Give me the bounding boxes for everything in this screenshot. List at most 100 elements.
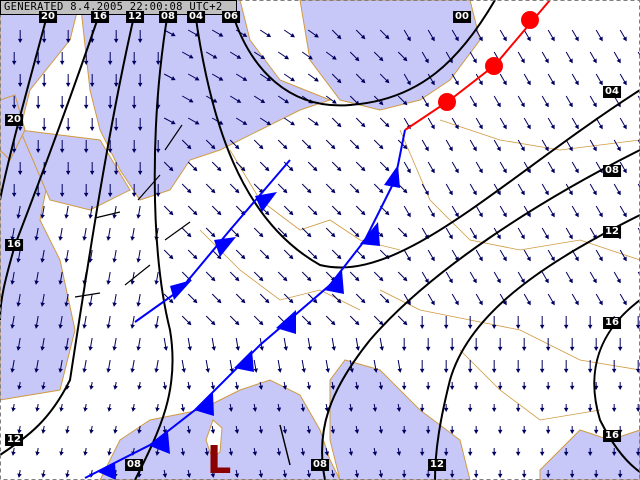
wind-arrow-head (210, 144, 216, 150)
wind-arrow-head (155, 60, 161, 66)
wind-arrow-head (336, 166, 342, 172)
isobar (321, 149, 640, 480)
wind-arrows (10, 29, 640, 479)
wind-arrow-head (82, 236, 87, 241)
wind-arrow-head (89, 170, 95, 176)
wind-arrow-head (82, 368, 87, 373)
wind-arrow-head (242, 76, 248, 81)
wind-arrow-head (10, 368, 15, 373)
wind-arrow-head (234, 320, 240, 326)
baltic-sea (299, 0, 481, 111)
wind-arrow-head (130, 324, 135, 329)
isobar-label: 08 (125, 459, 143, 471)
wind-arrow-head (449, 473, 455, 479)
wind-arrow-head (526, 212, 531, 218)
wind-arrow-head (497, 346, 503, 352)
wind-arrow-head (520, 102, 525, 108)
wind-arrow-head (131, 148, 137, 154)
wind-arrow-head (331, 346, 336, 351)
wind-arrow-head (264, 210, 270, 216)
wind-arrow-head (526, 124, 531, 130)
wind-arrow-head (136, 214, 141, 219)
wind-arrow-head (288, 210, 294, 216)
wind-arrow-head (163, 346, 168, 351)
wind-arrow-head (550, 256, 555, 262)
wind-arrow-head (258, 385, 264, 390)
wind-arrow-head (300, 407, 306, 412)
isobar-label: 16 (91, 11, 109, 23)
wind-arrow-head (234, 276, 240, 282)
wind-arrow-head (40, 258, 45, 263)
wind-arrow-head (443, 324, 449, 330)
wind-arrow-head (473, 346, 479, 352)
wind-arrow-head (41, 429, 46, 434)
wind-arrow-head (136, 302, 141, 307)
wind-arrow-head (354, 56, 360, 62)
wind-arrow-head (106, 236, 111, 241)
low-pressure-label: L (207, 438, 232, 480)
wind-arrow-head (478, 256, 483, 262)
wind-arrow-head (360, 78, 366, 84)
wind-arrow-head (282, 429, 288, 434)
wind-arrow-head (406, 168, 411, 174)
wind-arrow-head (242, 32, 248, 37)
wind-arrow-head (260, 98, 266, 104)
wind-arrow-head (544, 102, 549, 108)
wind-arrow-head (478, 212, 483, 218)
isobar (0, 11, 101, 321)
wind-arrow-head (16, 214, 21, 219)
wind-arrow-head (449, 346, 455, 352)
wind-arrow-head (107, 192, 113, 198)
wind-arrow-head (424, 190, 429, 196)
wind-arrow-head (378, 385, 384, 390)
wind-arrow-head (83, 104, 89, 110)
wind-arrow-head (88, 214, 93, 219)
wind-arrow-head (472, 146, 477, 152)
wind-arrow-head (107, 451, 112, 456)
wind-arrow-head (307, 346, 312, 351)
wind-arrow-head (502, 124, 507, 130)
wind-arrow-head (378, 232, 384, 238)
isobar-label: 00 (453, 11, 471, 23)
wind-arrow-head (192, 254, 198, 260)
wind-arrow-head (229, 368, 234, 373)
wind-arrow-head (113, 38, 119, 44)
wind-arrow-head (228, 407, 234, 412)
wind-arrow-head (306, 429, 312, 434)
wind-arrow-head (402, 232, 408, 238)
wind-arrow-head (336, 122, 342, 128)
wind-arrow-head (282, 385, 288, 390)
wind-arrow-head (384, 210, 390, 216)
wind-arrow-head (65, 429, 70, 434)
wind-arrow-head (58, 368, 63, 373)
wind-arrow-head (35, 407, 40, 412)
wind-arrow-head (17, 473, 22, 478)
wind-arrow-head (154, 324, 159, 329)
wind-arrow-head (16, 258, 21, 263)
wind-arrow-head (521, 385, 527, 391)
wind-arrow-head (212, 98, 218, 103)
wind-arrow-head (240, 166, 246, 172)
wind-arrow-head (568, 58, 573, 64)
wind-arrow-head (478, 124, 483, 130)
wind-arrow-head (349, 368, 354, 373)
wind-arrow-head (258, 473, 264, 478)
wind-arrow-head (396, 407, 402, 412)
wind-arrow-head (502, 256, 507, 262)
wind-arrow-head (252, 407, 258, 412)
wind-arrow-head (354, 385, 360, 390)
wind-arrow-head (235, 346, 240, 351)
wind-arrow-head (467, 451, 473, 457)
wind-arrow-head (563, 324, 569, 330)
wind-arrow-head (40, 214, 45, 219)
wind-arrow-head (550, 212, 555, 218)
wind-arrow-head (17, 126, 23, 132)
wind-arrow-head (282, 473, 288, 478)
wind-arrow-head (17, 170, 23, 176)
wind-arrow-head (336, 298, 342, 304)
north-sea (79, 0, 332, 201)
wind-arrow-head (331, 99, 337, 104)
wind-arrow-head (430, 300, 435, 306)
wind-arrow-head (155, 407, 160, 412)
